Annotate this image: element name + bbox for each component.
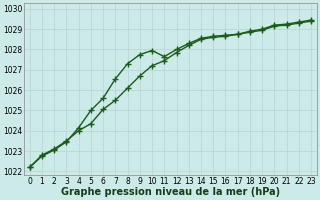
X-axis label: Graphe pression niveau de la mer (hPa): Graphe pression niveau de la mer (hPa) xyxy=(61,187,280,197)
